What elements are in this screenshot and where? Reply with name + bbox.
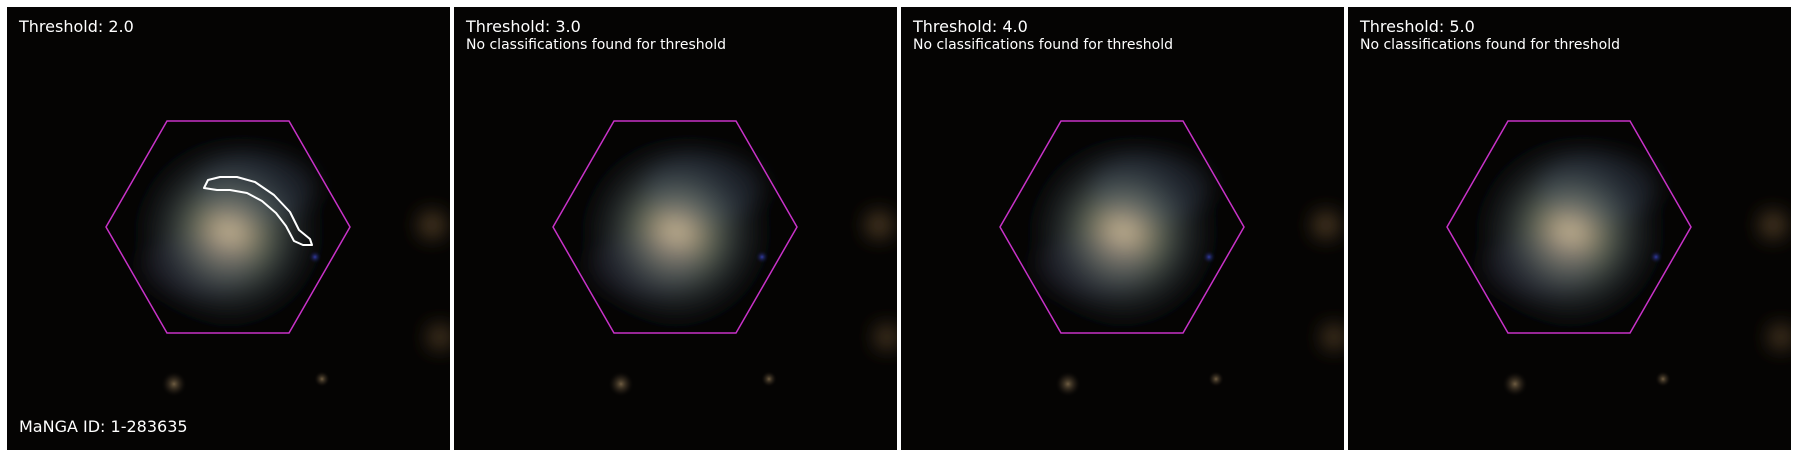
classification-contour — [203, 176, 313, 246]
hexagon-outline — [999, 120, 1245, 334]
no-classifications-note: No classifications found for threshold — [1360, 37, 1620, 53]
hexagon-outline — [1446, 120, 1692, 334]
galaxy-id-label: MaNGA ID: 1-283635 — [19, 417, 188, 436]
threshold-label: Threshold: 3.0 — [466, 17, 581, 36]
threshold-label: Threshold: 5.0 — [1360, 17, 1475, 36]
no-classifications-note: No classifications found for threshold — [466, 37, 726, 53]
image-panel-1: Threshold: 2.0 MaNGA ID: 1-283635 — [7, 7, 450, 450]
image-panel-2: Threshold: 3.0 No classifications found … — [454, 7, 897, 450]
hexagon-outline — [105, 120, 351, 334]
image-panel-4: Threshold: 5.0 No classifications found … — [1348, 7, 1791, 450]
hexagon-outline — [552, 120, 798, 334]
galaxy-image — [1348, 7, 1791, 450]
galaxy-image — [901, 7, 1344, 450]
galaxy-image — [454, 7, 897, 450]
galaxy-image — [7, 7, 450, 450]
image-panel-3: Threshold: 4.0 No classifications found … — [901, 7, 1344, 450]
no-classifications-note: No classifications found for threshold — [913, 37, 1173, 53]
threshold-label: Threshold: 4.0 — [913, 17, 1028, 36]
threshold-label: Threshold: 2.0 — [19, 17, 134, 36]
